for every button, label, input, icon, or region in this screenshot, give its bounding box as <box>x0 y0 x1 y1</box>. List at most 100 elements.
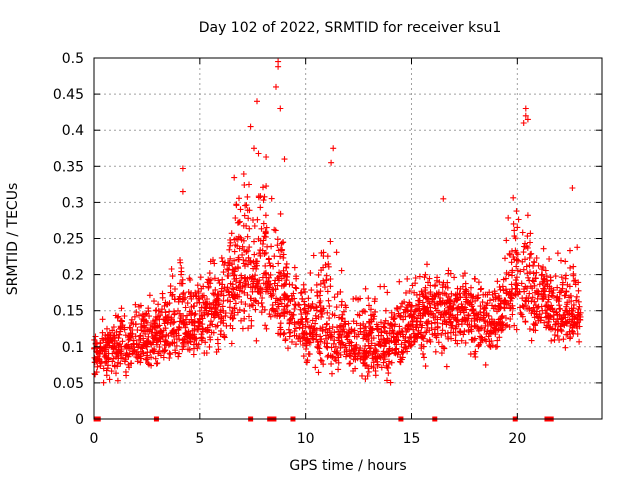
data-point <box>378 332 385 339</box>
data-point <box>226 262 233 269</box>
data-point <box>211 260 218 267</box>
data-point <box>133 309 140 316</box>
data-point <box>257 252 264 259</box>
data-point <box>104 339 111 346</box>
y-tick-label: 0.45 <box>53 87 84 103</box>
data-point <box>201 350 208 357</box>
data-point <box>131 313 138 320</box>
data-point <box>177 315 184 322</box>
data-point <box>186 275 193 282</box>
data-point <box>562 344 569 351</box>
data-point <box>229 292 236 299</box>
data-point <box>342 342 349 349</box>
y-tick-label: 0.25 <box>53 232 84 248</box>
data-point <box>233 202 240 209</box>
data-point <box>215 277 222 284</box>
data-point <box>187 339 194 345</box>
data-point <box>422 287 429 293</box>
data-point <box>324 344 331 351</box>
data-point <box>235 265 242 272</box>
data-point <box>211 291 218 298</box>
data-point <box>452 337 459 344</box>
data-point <box>497 286 504 293</box>
data-point <box>239 283 246 290</box>
data-point <box>549 306 556 313</box>
data-point <box>313 281 320 288</box>
data-point <box>298 289 305 296</box>
data-point <box>434 320 441 326</box>
data-point <box>471 322 478 329</box>
data-point <box>224 272 231 279</box>
data-point <box>480 291 487 298</box>
data-point <box>348 347 355 354</box>
data-point <box>257 204 264 211</box>
data-point <box>513 257 520 264</box>
data-point <box>399 300 406 307</box>
data-point <box>541 319 548 326</box>
y-tick-label: 0.35 <box>53 159 84 175</box>
data-point <box>357 295 364 302</box>
data-point <box>218 254 225 261</box>
data-point <box>193 340 200 347</box>
data-point <box>283 277 290 284</box>
data-point <box>411 338 418 345</box>
data-point <box>385 370 392 377</box>
data-point <box>393 305 400 312</box>
data-point <box>179 188 186 195</box>
data-point <box>487 297 493 304</box>
data-point <box>231 268 238 275</box>
data-point <box>561 322 568 329</box>
data-point <box>482 361 489 368</box>
data-point <box>128 360 135 367</box>
data-point <box>421 354 427 361</box>
data-point <box>434 274 441 281</box>
data-point <box>503 315 509 321</box>
data-point <box>275 63 282 70</box>
data-point <box>365 365 372 372</box>
data-point <box>287 315 294 322</box>
data-point <box>394 351 401 358</box>
data-point <box>172 286 178 292</box>
data-point <box>206 277 213 284</box>
data-point <box>317 338 324 345</box>
data-point <box>246 207 253 214</box>
data-point <box>259 286 266 293</box>
data-points <box>91 58 584 386</box>
data-point <box>550 287 557 294</box>
data-point <box>501 304 508 311</box>
data-point <box>562 314 569 321</box>
data-point <box>246 225 253 232</box>
data-point <box>323 321 330 328</box>
data-point <box>512 292 519 299</box>
data-point <box>447 270 454 277</box>
data-point <box>568 298 575 305</box>
data-point <box>261 233 268 240</box>
data-point <box>528 337 535 344</box>
data-point <box>242 278 249 285</box>
data-point <box>563 288 570 295</box>
data-point <box>290 312 297 318</box>
data-point <box>253 337 260 344</box>
data-point <box>95 355 102 362</box>
data-point <box>143 352 150 359</box>
data-point <box>491 319 498 325</box>
data-point <box>257 247 264 254</box>
data-point <box>362 308 369 315</box>
data-point <box>418 345 425 352</box>
data-point <box>338 340 344 347</box>
data-point <box>322 284 328 291</box>
data-point <box>557 323 564 330</box>
data-point <box>221 334 228 341</box>
data-point <box>293 273 300 280</box>
data-point <box>528 250 535 257</box>
data-point <box>236 293 242 300</box>
data-point <box>230 315 237 322</box>
data-point <box>221 331 228 338</box>
data-point <box>305 295 312 302</box>
data-point <box>266 311 273 318</box>
data-point <box>468 323 475 330</box>
data-point <box>122 332 129 339</box>
data-point <box>218 291 224 298</box>
data-point <box>331 294 338 301</box>
data-point <box>157 329 164 336</box>
